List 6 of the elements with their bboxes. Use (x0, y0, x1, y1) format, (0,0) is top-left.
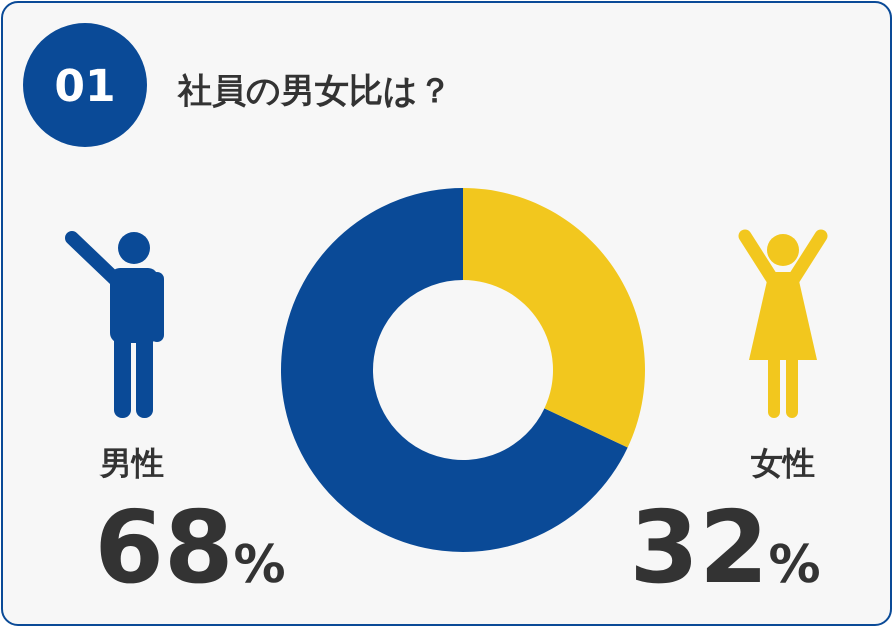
chart-title: 社員の男女比は？ (177, 71, 452, 111)
text: 01 (54, 61, 116, 112)
data-label: 32% (629, 489, 821, 606)
data-label: 68% (94, 489, 286, 606)
slice-label: 男性 (99, 444, 164, 482)
legend-label: 女性 (750, 444, 815, 482)
